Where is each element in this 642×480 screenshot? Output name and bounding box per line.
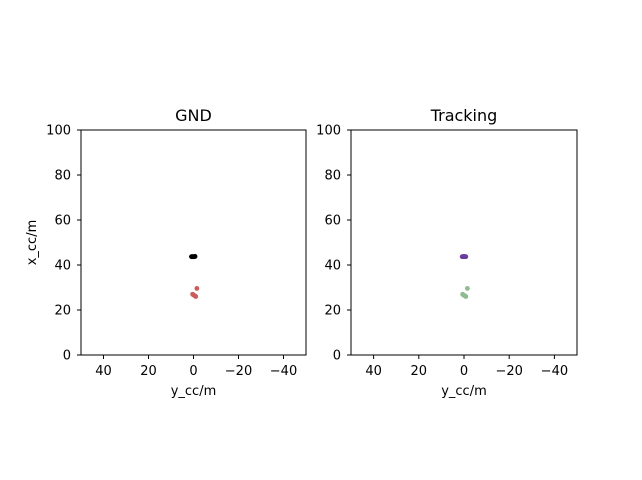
y-tick-label: 60 — [54, 214, 71, 229]
x-tick-label: 0 — [460, 364, 468, 379]
y-tick-label: 0 — [63, 349, 71, 364]
data-point — [464, 286, 470, 291]
y-tick-label: 40 — [54, 259, 71, 274]
x-tick-label: −20 — [495, 364, 522, 379]
x-tick-label: 40 — [365, 364, 382, 379]
chart-title: GND — [175, 106, 212, 125]
y-tick-label: 80 — [324, 169, 341, 184]
y-tick-label: 100 — [46, 124, 71, 139]
y-tick-label: 20 — [54, 304, 71, 319]
tracking-panel: 40 20 0 −20 −40 0 20 40 60 80 100 Tracking y_cc/m — [316, 106, 578, 399]
x-tick-label: 0 — [189, 364, 197, 379]
x-tick-label: 20 — [411, 364, 428, 379]
chart-title: Tracking — [430, 106, 498, 125]
x-axis-label: y_cc/m — [171, 384, 217, 399]
gnd-panel: 40 20 0 −20 −40 0 20 40 60 80 100 GND y_cc/m x_cc/m — [25, 106, 307, 399]
x-tick-label: 20 — [140, 364, 157, 379]
data-point — [193, 294, 199, 299]
x-tick-label: −20 — [225, 364, 252, 379]
y-axis-label: x_cc/m — [25, 220, 40, 266]
y-tick-label: 0 — [333, 349, 341, 364]
y-tick-label: 20 — [324, 304, 341, 319]
data-point — [192, 254, 198, 259]
y-tick-label: 60 — [324, 214, 341, 229]
data-point — [194, 286, 200, 291]
x-tick-label: −40 — [270, 364, 297, 379]
y-tick-label: 100 — [316, 124, 341, 139]
x-tick-label: 40 — [95, 364, 112, 379]
x-axis-label: y_cc/m — [441, 384, 487, 399]
y-tick-label: 80 — [54, 169, 71, 184]
x-tick-label: −40 — [541, 364, 568, 379]
data-point — [463, 294, 469, 299]
data-point — [463, 254, 469, 260]
y-tick-label: 40 — [324, 259, 341, 274]
